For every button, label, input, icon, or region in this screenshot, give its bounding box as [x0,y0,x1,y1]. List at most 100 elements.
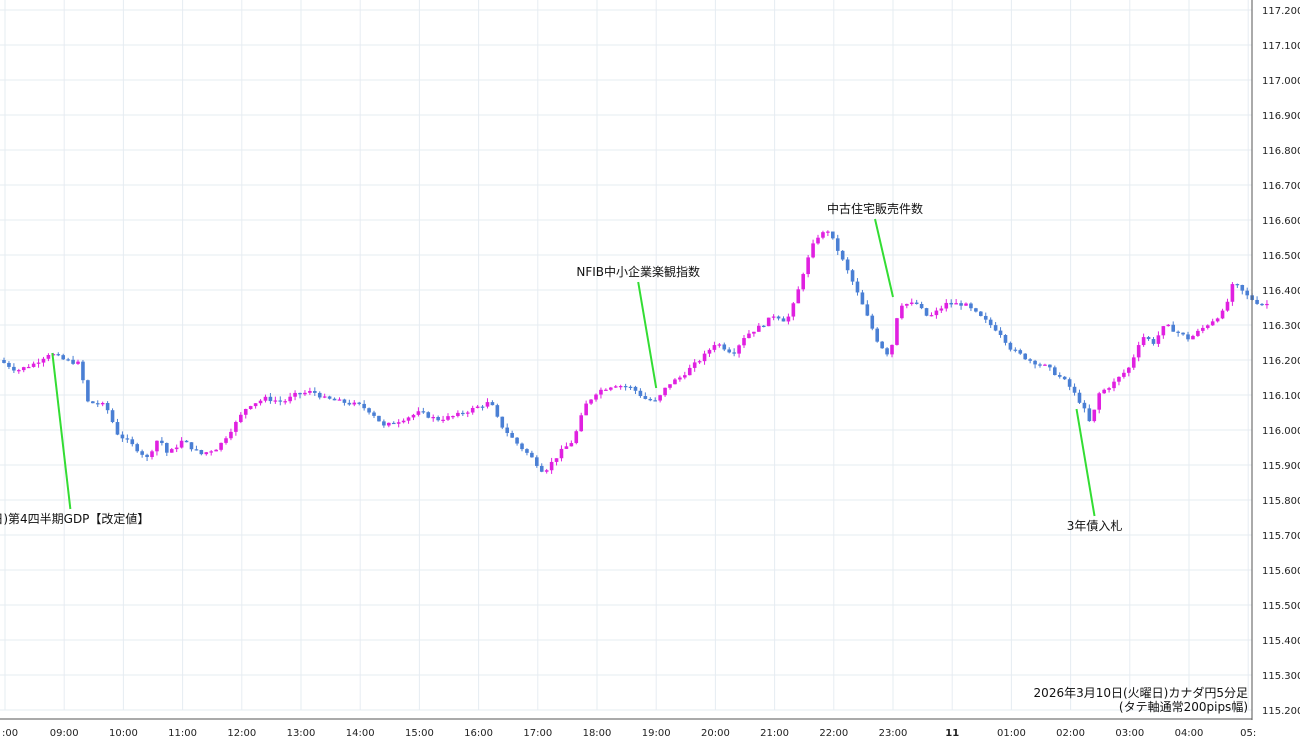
candle-body [683,375,687,378]
x-tick-label: 09:00 [50,728,79,739]
y-tick-label: 115.700 [1262,531,1300,542]
annotation-line [637,281,658,389]
candle-body [179,440,184,448]
candle-body [1166,324,1171,327]
candle-body [1107,388,1111,390]
candle-body [303,392,307,395]
candle-body [421,411,426,413]
y-tick-label: 115.500 [1262,601,1300,612]
candle-body [909,302,914,304]
candle-body [189,442,194,450]
candle-body [199,449,204,455]
x-tick-label: 15:00 [405,728,434,739]
candle-body [219,442,223,450]
candle-body [712,345,717,350]
candle-body [1062,376,1067,380]
candle-body [604,389,608,391]
candle-body [263,396,268,401]
candle-body [929,315,934,317]
y-tick-label: 116.800 [1262,146,1300,157]
candle-body [678,377,682,380]
candle-body [949,302,954,305]
candle-body [816,237,820,244]
candle-body [845,259,850,271]
x-tick-label: 11:00 [168,728,197,739]
candle-body [1082,402,1087,409]
candle-body [268,396,273,402]
candle-body [46,355,51,359]
candle-body [41,358,46,363]
y-tick-label: 115.800 [1262,496,1300,507]
y-tick-label: 117.000 [1262,76,1300,87]
candle-body [599,389,603,395]
candle-body [584,403,588,416]
candle-body [169,449,174,453]
candle-body [204,452,209,455]
x-tick-label: 02:00 [1056,728,1085,739]
candle-body [461,412,465,415]
x-tick-label: 22:00 [819,728,848,739]
candle-body [1112,381,1116,389]
candle-body [1072,386,1077,393]
candle-body [549,461,554,471]
candle-body [757,325,761,332]
candle-body [377,415,381,422]
candle-body [26,366,31,369]
candle-body [658,395,662,401]
x-tick-label: 14:00 [346,728,375,739]
candle-body [214,449,218,452]
candle-body [811,243,815,258]
y-tick-label: 116.600 [1262,216,1300,227]
candle-body [860,292,865,305]
candle-body [71,359,75,364]
candle-body [105,403,110,411]
x-tick-label: 01:00 [997,728,1026,739]
candle-body [441,419,445,421]
grid [0,0,1252,711]
candle-body [125,438,130,440]
candle-body [865,304,870,316]
annotation-label: 中古住宅販売件数 [827,201,923,216]
candle-body [673,379,677,385]
y-tick-label: 117.100 [1262,41,1300,52]
candle-body [525,449,529,453]
candle-body [993,325,998,331]
candle-body [589,399,593,404]
candle-body [1048,364,1052,368]
caption-line-1: 2026年3月10日(火曜日)カナダ円5分足 [1033,686,1248,700]
candle-body [401,420,406,423]
candle-body [224,438,228,443]
candle-body [1260,303,1264,306]
candle-body [342,399,347,403]
y-tick-label: 115.400 [1262,636,1300,647]
candle-body [732,352,736,354]
candle-body [569,443,574,447]
candle-body [130,439,135,445]
x-tick-label: 17:00 [523,728,552,739]
candle-body [1136,345,1141,358]
candle-body [544,470,549,472]
y-tick-label: 116.000 [1262,426,1300,437]
candle-body [727,349,732,353]
candle-body [969,303,973,309]
candle-body [1215,318,1220,322]
candle-body [826,231,830,233]
candle-body [510,432,514,438]
candle-body [613,386,618,388]
candle-body [880,341,884,349]
x-tick-label: 23:00 [879,728,908,739]
candle-body [1191,335,1195,340]
candle-body [1225,301,1230,311]
caption-line-2: (タテ軸通常200pips幅) [1118,700,1248,714]
candle-body [66,359,70,361]
candle-body [451,416,455,418]
candle-body [1156,335,1161,344]
candle-body [1003,334,1008,343]
candle-body [7,362,11,367]
candle-body [327,396,332,399]
candle-body [322,396,327,398]
candle-body [248,406,253,410]
candle-body [313,391,317,393]
candle-body [776,316,781,319]
candle-body [618,386,623,388]
